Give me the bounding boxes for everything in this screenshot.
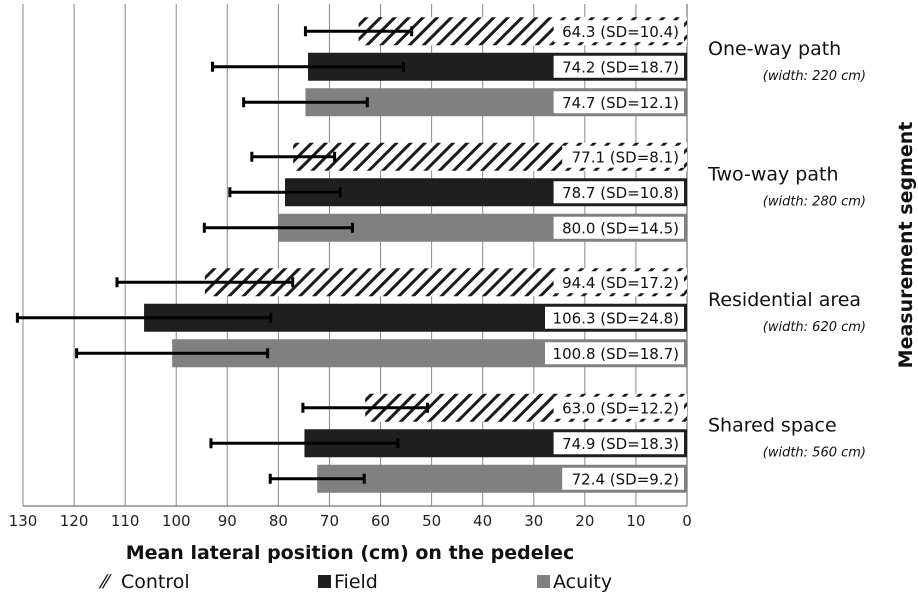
data-label: 74.2 (SD=18.7) (562, 58, 679, 76)
x-tick-label: 90 (218, 512, 237, 530)
data-label-box (545, 342, 684, 365)
data-label-box (553, 432, 684, 455)
x-tick-label: 30 (524, 512, 543, 530)
data-label: 94.4 (SD=17.2) (562, 274, 679, 292)
data-label: 100.8 (SD=18.7) (553, 345, 679, 363)
category-label: Two-way path (707, 163, 839, 185)
x-axis-title: Mean lateral position (cm) on the pedele… (126, 542, 575, 564)
legend: ⁄⁄ Control Field Acuity (98, 571, 612, 593)
x-tick-label: 50 (422, 512, 441, 530)
legend-acuity-label: Acuity (553, 571, 612, 593)
x-tick-label: 70 (320, 512, 339, 530)
data-label-box (553, 181, 684, 204)
data-label: 106.3 (SD=24.8) (553, 309, 679, 327)
data-label-box (562, 145, 684, 168)
data-label-box (553, 91, 684, 114)
category-label: Shared space (708, 414, 837, 436)
y-axis-title: Measurement segment (895, 122, 917, 369)
data-label: 77.1 (SD=8.1) (572, 148, 679, 166)
x-tick-label: 20 (575, 512, 594, 530)
data-label-box (545, 306, 684, 329)
category-width-note: (width: 620 cm) (763, 320, 866, 335)
data-label: 63.0 (SD=12.2) (562, 399, 679, 417)
category-label: One-way path (708, 38, 841, 60)
legend-field-swatch (318, 575, 331, 588)
data-label-box (553, 271, 684, 294)
data-label: 72.4 (SD=9.2) (572, 470, 679, 488)
data-labels-layer: 64.3 (SD=10.4) 74.2 (SD=18.7) 74.7 (SD=12.… (545, 20, 684, 490)
x-tick-label: 10 (626, 512, 645, 530)
data-label-box (553, 396, 684, 419)
category-labels-layer: One-way path (width: 220 cm) Two-way path (… (707, 38, 866, 461)
data-label: 74.9 (SD=18.3) (562, 435, 679, 453)
legend-field-label: Field (334, 571, 378, 593)
data-label-box (553, 216, 684, 239)
data-label: 78.7 (SD=10.8) (562, 184, 679, 202)
category-label: Residential area (708, 289, 861, 311)
x-tick-label: 40 (473, 512, 492, 530)
x-tick-label: 130 (9, 512, 38, 530)
data-label: 64.3 (SD=10.4) (562, 23, 679, 41)
bars-layer (144, 17, 687, 493)
data-label-box (553, 55, 684, 78)
legend-acuity-swatch (537, 575, 550, 588)
legend-control-label: Control (121, 571, 190, 593)
x-tick-label: 120 (60, 512, 89, 530)
data-label: 74.7 (SD=12.1) (562, 94, 679, 112)
x-tick-label: 100 (162, 512, 191, 530)
gridlines (22, 4, 688, 507)
x-tick-label: 0 (682, 512, 692, 530)
legend-control-glyph: ⁄⁄ (98, 571, 112, 593)
x-ticks-layer: 130 120 110 100 90 80 70 60 50 40 30 20 10 0 (9, 512, 692, 530)
data-label-box (562, 467, 684, 490)
data-label: 80.0 (SD=14.5) (562, 219, 679, 237)
error-bars-layer (15, 26, 430, 484)
category-width-note: (width: 280 cm) (763, 194, 866, 209)
x-tick-label: 110 (111, 512, 140, 530)
x-tick-label: 80 (269, 512, 288, 530)
category-width-note: (width: 560 cm) (763, 445, 866, 460)
category-width-note: (width: 220 cm) (763, 69, 866, 84)
x-tick-label: 60 (371, 512, 390, 530)
data-label-box (553, 20, 684, 43)
